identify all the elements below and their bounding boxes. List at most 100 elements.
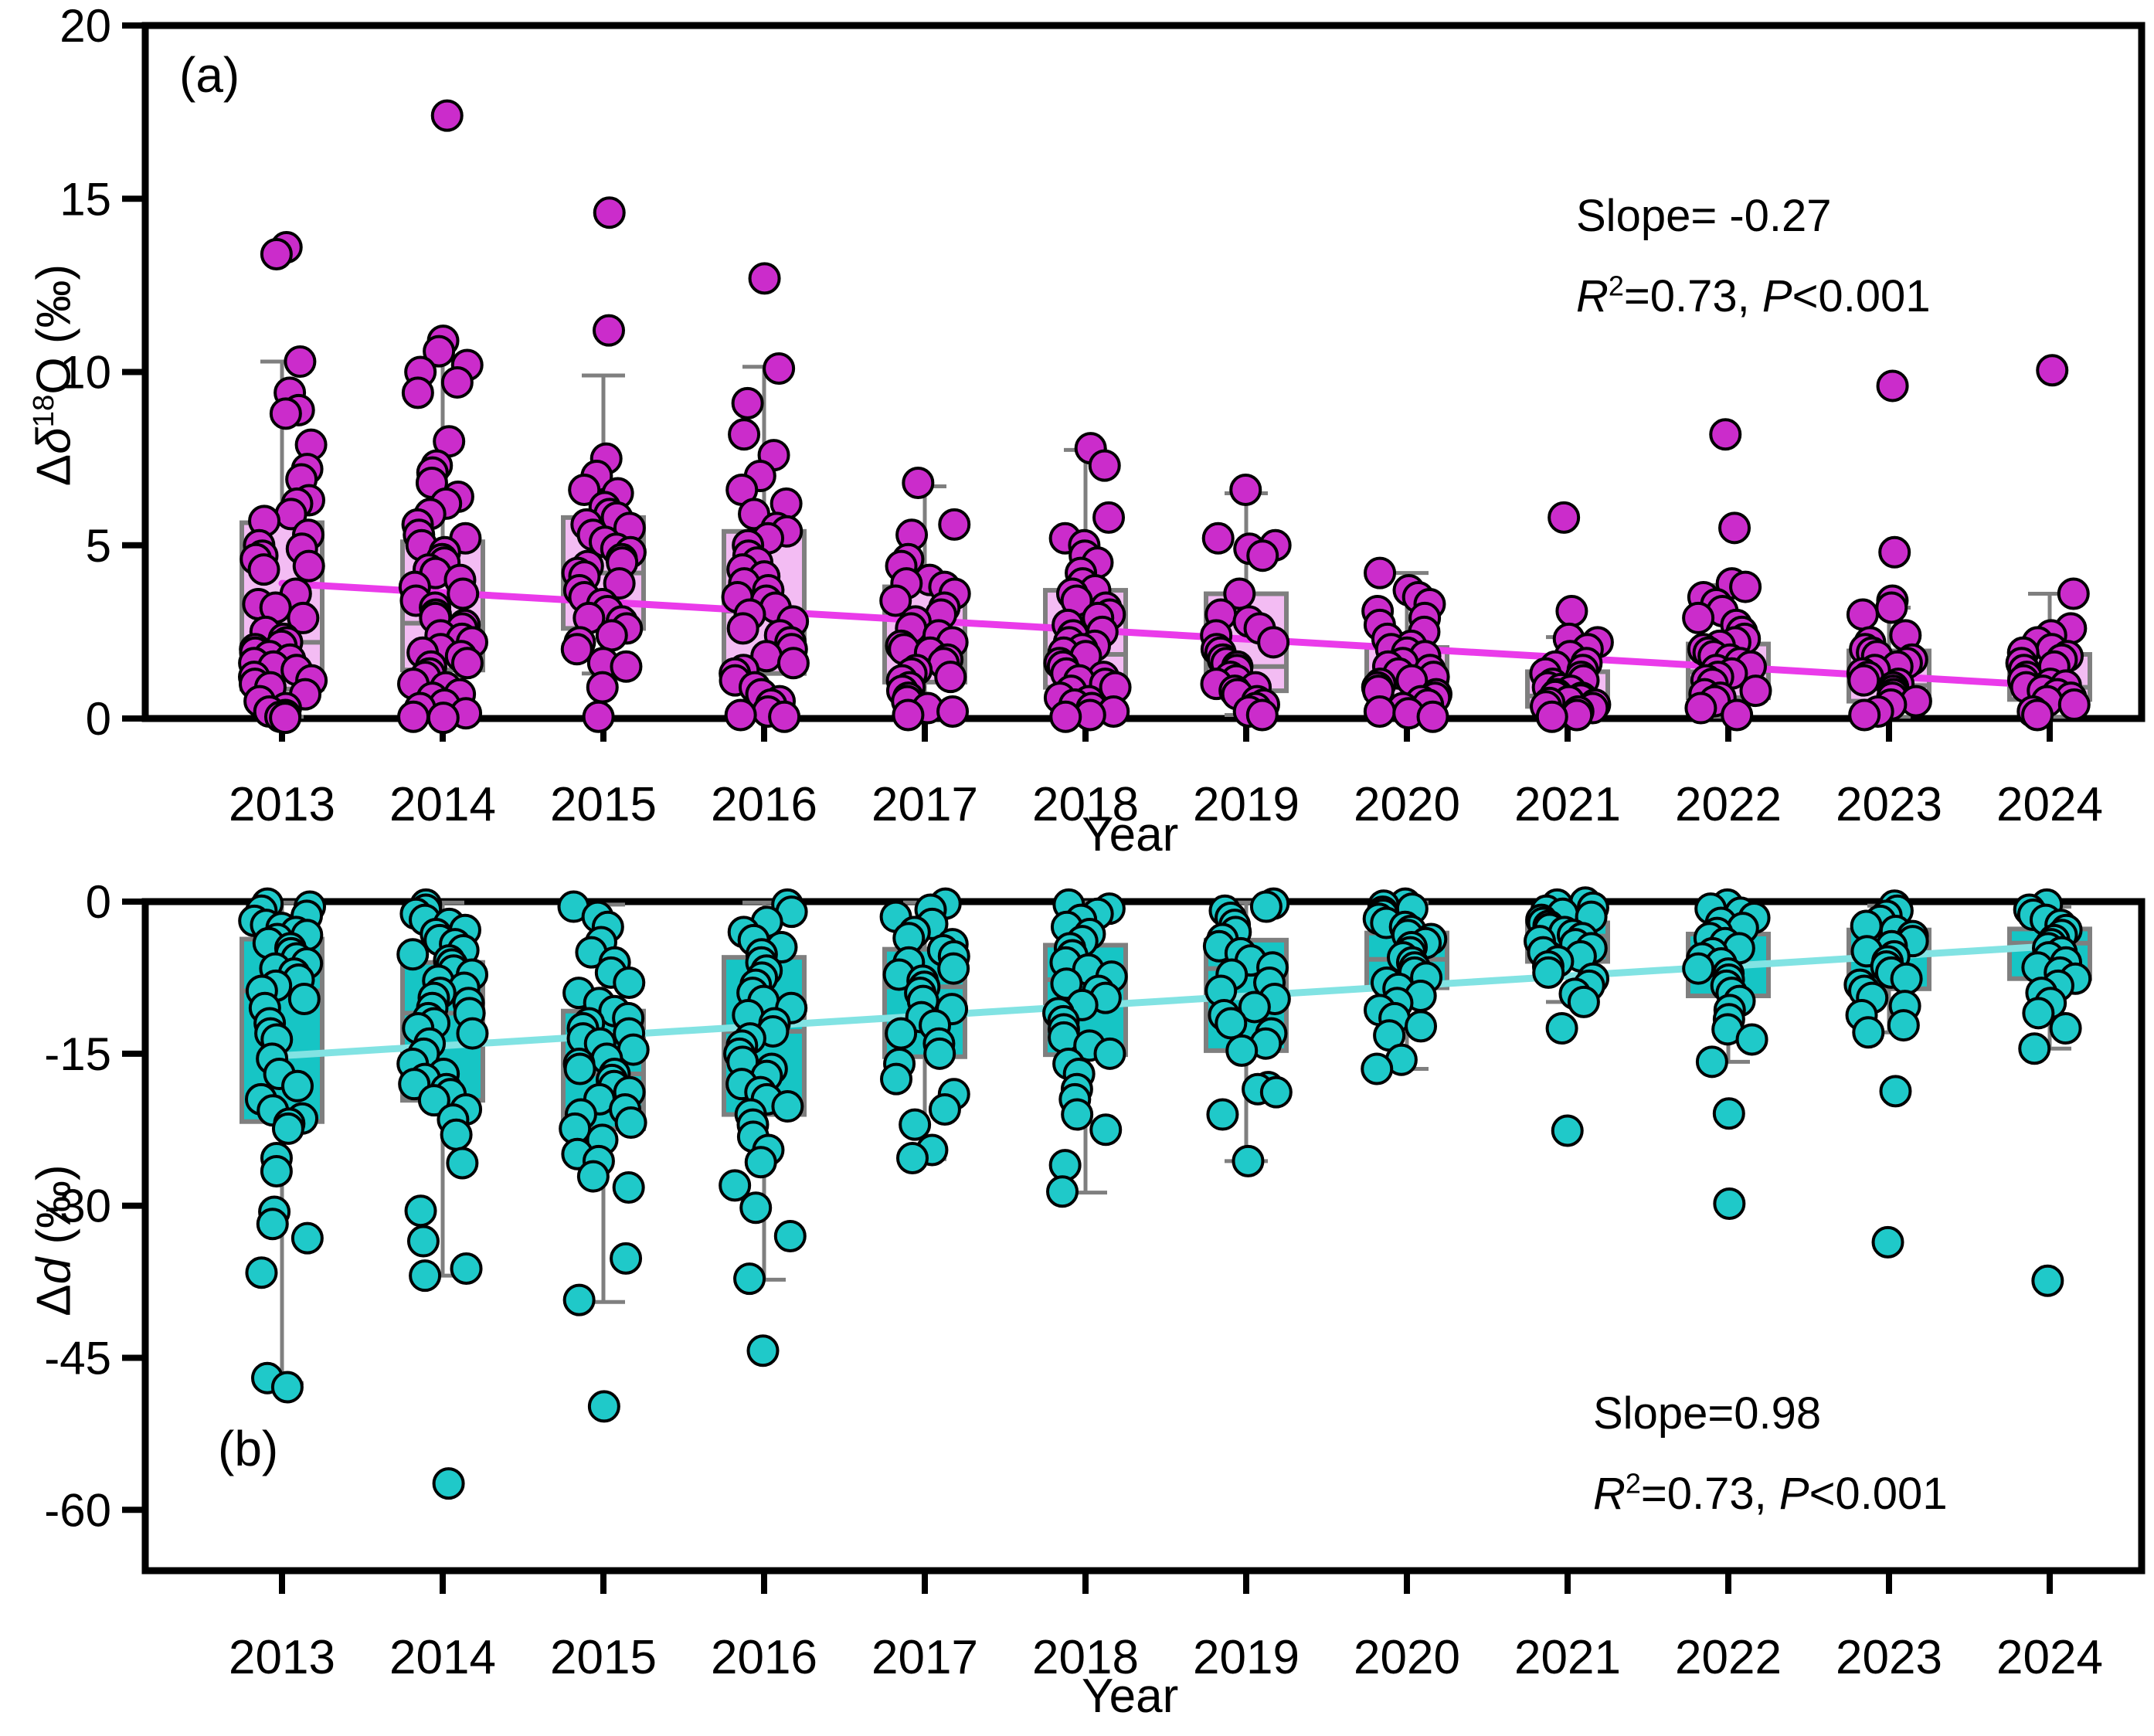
panel-a-point-2020 — [1416, 700, 1449, 733]
panel-b-point-2018 — [1050, 967, 1083, 1000]
panel-a-label: (a) — [179, 47, 240, 103]
panel-b-point-2015 — [610, 1242, 643, 1275]
panel-b-point-2013 — [245, 1256, 278, 1289]
panel-b-point-2013 — [271, 1112, 304, 1145]
panel-a-point-2015 — [593, 196, 626, 229]
panel-a-point-2016 — [731, 386, 764, 420]
panel-b-label: (b) — [218, 1421, 279, 1476]
panel-b-xtick-label: 2019 — [1193, 1631, 1300, 1684]
panel-a-point-2015 — [603, 567, 636, 600]
panel-a-xtick-label: 2014 — [389, 778, 496, 831]
panel-b-point-2015 — [617, 1033, 650, 1066]
panel-a-point-2015 — [560, 633, 593, 666]
panel-a-point-2016 — [724, 698, 757, 732]
panel-a-point-2022 — [1682, 601, 1715, 634]
panel-b-point-2016 — [744, 1146, 777, 1179]
panel-a-point-2013 — [260, 238, 293, 271]
panel-b-point-2022 — [1735, 1023, 1768, 1056]
panel-b-point-2019 — [1215, 1007, 1248, 1040]
panel-b-point-2019 — [1206, 1098, 1239, 1131]
panel-a-stats-text: R2=0.73, P<0.001 — [1576, 270, 1931, 321]
panel-b-point-2017 — [937, 952, 970, 985]
panel-b-point-2022 — [1695, 1045, 1728, 1079]
panel-b-point-2021 — [1532, 956, 1565, 989]
panel-a-point-2014 — [430, 99, 464, 132]
panel-b-point-2015 — [612, 1171, 645, 1204]
panel-b-point-2013 — [287, 982, 321, 1015]
panel-b-xtick-label: 2022 — [1675, 1631, 1782, 1684]
panel-a-xtick-label: 2019 — [1193, 778, 1300, 831]
panel-b-ytick-label: -60 — [44, 1484, 111, 1536]
panel-b-point-2023 — [1879, 1075, 1912, 1108]
panel-a-point-2015 — [593, 314, 626, 347]
panel-b-point-2013 — [256, 1208, 289, 1241]
panel-b-point-2014 — [446, 1147, 479, 1180]
panel-b-ytick-label: -15 — [44, 1028, 111, 1080]
panel-a-point-2013 — [287, 601, 320, 634]
panel-a-point-2016 — [768, 700, 801, 733]
panel-a-point-2019 — [1245, 698, 1279, 732]
panel-b-point-2022 — [1712, 1097, 1745, 1130]
panel-a-point-2022 — [1718, 511, 1751, 545]
panel-b-point-2014 — [406, 1225, 440, 1258]
panel-a-xtick-label: 2023 — [1836, 778, 1942, 831]
panel-b-point-2019 — [1225, 1034, 1259, 1067]
panel-b-point-2016 — [719, 1169, 752, 1202]
panel-a-point-2017 — [934, 661, 967, 694]
panel-a-xtick-label: 2016 — [711, 778, 817, 831]
panel-b-point-2015 — [576, 1160, 610, 1193]
panel-a-point-2024 — [2036, 354, 2069, 387]
panel-a-ytick-label: 5 — [86, 520, 111, 572]
panel-b-point-2020 — [1361, 1052, 1394, 1085]
panel-a-point-2024 — [2057, 688, 2091, 722]
panel-a-xtick-label: 2020 — [1354, 778, 1460, 831]
panel-a-point-2023 — [1878, 535, 1911, 569]
panel-b-frame — [141, 898, 2146, 1575]
panel-a-point-2021 — [1548, 501, 1581, 534]
panel-b-point-2014 — [450, 1252, 483, 1285]
panel-b-point-2023 — [1887, 1009, 1920, 1042]
panel-a-xtick-label: 2015 — [550, 778, 657, 831]
panel-b-annotation: Slope=0.98 R2=0.73, P<0.001 — [1593, 1374, 1948, 1534]
panel-a-ytick-label: 20 — [59, 0, 111, 52]
panel-a-point-2013 — [292, 549, 325, 583]
panel-b-point-2018 — [1089, 1113, 1123, 1147]
panel-a-point-2017 — [892, 698, 925, 732]
panel-a-point-2024 — [2021, 698, 2054, 732]
panel-b-trend-line — [278, 943, 2054, 1059]
panel-b-ytick-label: -45 — [44, 1332, 111, 1384]
panel-a-point-2023 — [1875, 591, 1908, 624]
panel-a-point-2019 — [1246, 539, 1279, 572]
panel-b-point-2015 — [562, 1283, 596, 1316]
panel-b-x-axis-label: Year — [1082, 1670, 1179, 1723]
panel-a-point-2014 — [401, 376, 434, 409]
panel-b-point-2015 — [613, 966, 646, 999]
panel-a-point-2014 — [423, 335, 456, 368]
panel-a-point-2017 — [936, 695, 970, 729]
panel-a-point-2014 — [426, 702, 460, 735]
panel-a-point-2016 — [728, 418, 761, 451]
panel-b-point-2015 — [614, 1106, 647, 1140]
panel-b-xtick-label: 2017 — [871, 1631, 978, 1684]
panel-b-point-2023 — [1890, 962, 1923, 995]
panel-b-xtick-label: 2016 — [711, 1631, 817, 1684]
panel-a-slope-text: Slope= -0.27 — [1576, 191, 1832, 241]
panel-b-point-2024 — [2049, 1012, 2082, 1045]
panel-b-point-2017 — [885, 1017, 918, 1050]
panel-a-point-2016 — [726, 612, 759, 645]
panel-b-point-2019 — [1238, 990, 1271, 1024]
panel-a-xtick-label: 2021 — [1514, 778, 1621, 831]
panel-a-point-2018 — [1088, 449, 1121, 482]
panel-b-point-2022 — [1682, 952, 1715, 985]
panel-a-point-2022 — [1684, 691, 1717, 725]
panel-a-xtick-label: 2022 — [1675, 778, 1782, 831]
panel-a-xtick-label: 2017 — [871, 778, 978, 831]
panel-b-point-2017 — [928, 1092, 961, 1126]
panel-b-point-2019 — [1259, 1075, 1293, 1109]
panel-a-point-2023 — [1846, 598, 1879, 631]
panel-a-point-2014 — [440, 365, 474, 399]
panel-a-point-2020 — [1363, 695, 1396, 729]
panel-a-point-2014 — [397, 700, 430, 733]
panel-b-point-2022 — [1713, 1187, 1746, 1221]
